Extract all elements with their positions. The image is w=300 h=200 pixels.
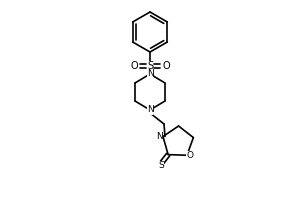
Text: O: O: [130, 61, 138, 71]
Text: S: S: [158, 161, 164, 170]
Text: O: O: [186, 151, 194, 160]
Text: N: N: [147, 70, 153, 78]
Text: S: S: [147, 61, 153, 71]
Text: O: O: [162, 61, 170, 71]
Text: N: N: [147, 106, 153, 114]
Text: N: N: [157, 132, 163, 141]
